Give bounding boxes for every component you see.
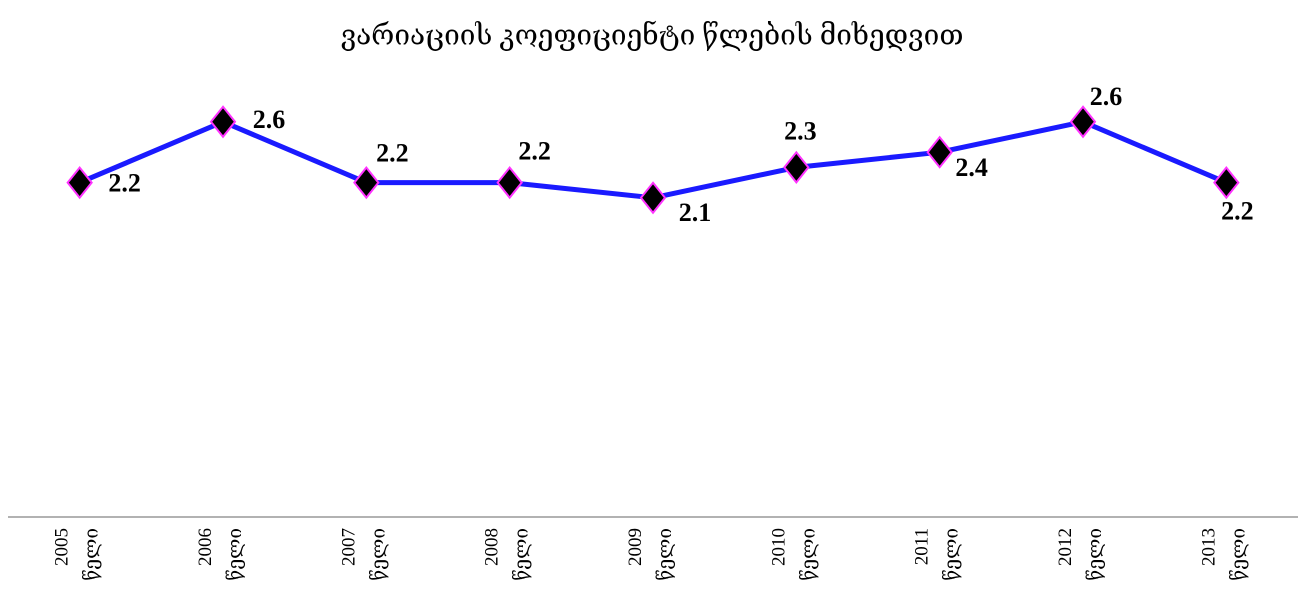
marker [1213,165,1240,200]
x-tick-label: 2012 წელი [1055,528,1106,585]
x-tick-label: 2008 წელი [482,528,533,585]
data-label: 2.4 [955,153,988,182]
marker [783,150,810,185]
x-tick-label: 2010 წელი [769,528,820,585]
x-tick-label: 2009 წელი [625,528,676,585]
x-tick-label: 2013 წელი [1199,528,1250,585]
data-label: 2.6 [1090,82,1123,111]
marker [209,105,237,139]
x-tick-label: 2006 წელი [195,528,246,585]
marker [926,135,953,169]
marker [66,165,93,200]
data-label: 2.3 [784,116,817,145]
marker [639,181,667,215]
data-label: 2.6 [253,105,286,134]
data-label: 2.2 [108,169,141,198]
x-tick-label: 2005 წელი [52,528,103,585]
data-label: 2.2 [518,137,551,166]
chart-title: ვარიაციის კოეფიციენტი წლების მიხედვით [341,20,964,51]
marker [1069,105,1097,139]
x-tick-label: 2007 წელი [339,528,390,585]
data-label: 2.2 [1221,197,1254,226]
marker [496,165,523,200]
data-label: 2.2 [376,139,409,168]
marker [353,165,380,200]
x-tick-label: 2011 წელი [912,528,963,585]
data-label: 2.1 [679,198,712,227]
